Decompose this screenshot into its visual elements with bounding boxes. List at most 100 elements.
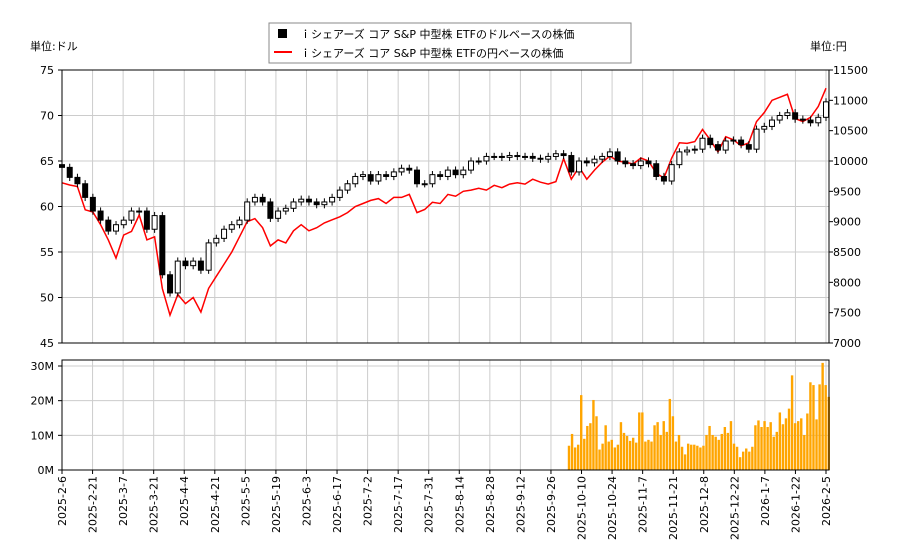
left-unit-label: 単位:ドル bbox=[30, 39, 78, 53]
volume-tick-label: 30M bbox=[31, 360, 55, 373]
x-tick-label: 2025-11-21 bbox=[667, 476, 680, 540]
candle-body bbox=[498, 155, 505, 158]
candle-body bbox=[792, 112, 799, 120]
right-tick-label: 11500 bbox=[833, 64, 868, 77]
legend: ｉシェアーズ コア S&P 中型株 ETFのドルベースの株価 ｉシェアーズ コア… bbox=[268, 22, 632, 64]
candle-body bbox=[290, 201, 297, 209]
candle-body bbox=[367, 174, 374, 182]
volume-bar bbox=[622, 432, 626, 470]
candle-body bbox=[205, 242, 212, 271]
candle-body bbox=[514, 155, 521, 158]
candle-body bbox=[275, 210, 282, 219]
volume-bar bbox=[800, 418, 803, 470]
volume-bar bbox=[824, 385, 827, 470]
volume-plot-frame bbox=[61, 359, 830, 471]
volume-bar bbox=[741, 451, 745, 470]
volume-bar bbox=[653, 425, 656, 470]
candle-body bbox=[413, 169, 420, 185]
right-tick-label: 7000 bbox=[833, 337, 861, 350]
x-tick-label: 2025-7-17 bbox=[392, 476, 405, 533]
candle-body bbox=[738, 139, 745, 146]
left-tick-label: 45 bbox=[40, 337, 54, 350]
volume-bar bbox=[576, 444, 580, 470]
volume-bar bbox=[806, 413, 809, 470]
usd-candles bbox=[59, 98, 829, 297]
volume-bar bbox=[699, 447, 702, 470]
volume-bars bbox=[567, 362, 830, 470]
right-tick-label: 9500 bbox=[833, 185, 861, 198]
volume-bar bbox=[580, 395, 583, 470]
candle-body bbox=[259, 196, 266, 203]
volume-tick-label: 10M bbox=[31, 429, 55, 442]
volume-bar bbox=[745, 448, 748, 470]
candle-body bbox=[823, 101, 829, 118]
volume-bar bbox=[714, 436, 717, 470]
x-tick-label: 2025-4-21 bbox=[209, 476, 222, 533]
x-tick-label: 2025-10-24 bbox=[606, 476, 619, 540]
legend-box bbox=[268, 22, 632, 64]
candle-body bbox=[329, 196, 336, 203]
volume-bar bbox=[726, 432, 730, 470]
left-tick-label: 50 bbox=[40, 292, 54, 305]
volume-bar bbox=[803, 434, 806, 470]
right-tick-label: 8500 bbox=[833, 246, 861, 259]
candle-body bbox=[660, 175, 667, 182]
candle-body bbox=[807, 119, 814, 124]
volume-bar bbox=[567, 445, 571, 470]
x-tick-label: 2025-8-14 bbox=[453, 476, 466, 533]
candle-body bbox=[606, 151, 613, 157]
volume-bar bbox=[671, 416, 675, 470]
volume-bar bbox=[683, 454, 687, 470]
volume-bar bbox=[781, 424, 785, 470]
left-tick-label: 75 bbox=[40, 64, 54, 77]
candle-body bbox=[406, 167, 413, 171]
volume-bar bbox=[754, 425, 757, 470]
x-tick-label: 2025-4-4 bbox=[178, 476, 191, 526]
volume-bar bbox=[693, 444, 696, 470]
right-tick-label: 10500 bbox=[833, 125, 868, 138]
volume-bar bbox=[616, 444, 620, 470]
volume-bar bbox=[717, 439, 720, 470]
candle-body bbox=[298, 198, 305, 203]
volume-bar bbox=[790, 375, 794, 470]
candle-body bbox=[174, 260, 181, 294]
candle-body bbox=[228, 224, 235, 230]
candle-body bbox=[136, 210, 143, 213]
volume-bar bbox=[735, 446, 739, 470]
volume-bar bbox=[778, 412, 782, 470]
candle-body bbox=[244, 201, 251, 221]
volume-bar bbox=[809, 382, 812, 470]
candle-body bbox=[614, 151, 621, 162]
volume-bar bbox=[674, 441, 678, 470]
volume-tick-label: 0M bbox=[38, 464, 55, 477]
volume-bar bbox=[635, 442, 638, 470]
volume-bar bbox=[573, 447, 577, 470]
volume-bar bbox=[659, 434, 662, 470]
x-tick-label: 2025-5-5 bbox=[239, 476, 252, 526]
volume-bar bbox=[705, 434, 708, 470]
right-tick-label: 9000 bbox=[833, 216, 861, 229]
candle-body bbox=[776, 115, 783, 121]
volume-bar bbox=[793, 423, 797, 470]
candle-body bbox=[645, 160, 652, 165]
candle-body bbox=[637, 160, 644, 167]
volume-bar bbox=[815, 419, 818, 470]
volume-bar bbox=[775, 431, 778, 470]
x-tick-label: 2025-10-10 bbox=[576, 476, 589, 540]
candle-body bbox=[74, 176, 81, 185]
candle-body bbox=[97, 210, 104, 221]
volume-bar bbox=[570, 433, 574, 470]
volume-bar bbox=[668, 398, 672, 470]
candle-body bbox=[437, 174, 444, 177]
candle-body bbox=[668, 164, 675, 182]
volume-bar bbox=[772, 436, 775, 470]
x-tick-label: 2025-7-31 bbox=[423, 476, 436, 533]
candle-body bbox=[699, 137, 706, 150]
volume-bar bbox=[619, 422, 623, 470]
candle-body bbox=[506, 155, 513, 158]
candle-body bbox=[537, 157, 544, 160]
volume-bar bbox=[601, 443, 604, 470]
x-tick-label: 2025-9-12 bbox=[514, 476, 527, 533]
candle-body bbox=[159, 215, 166, 276]
